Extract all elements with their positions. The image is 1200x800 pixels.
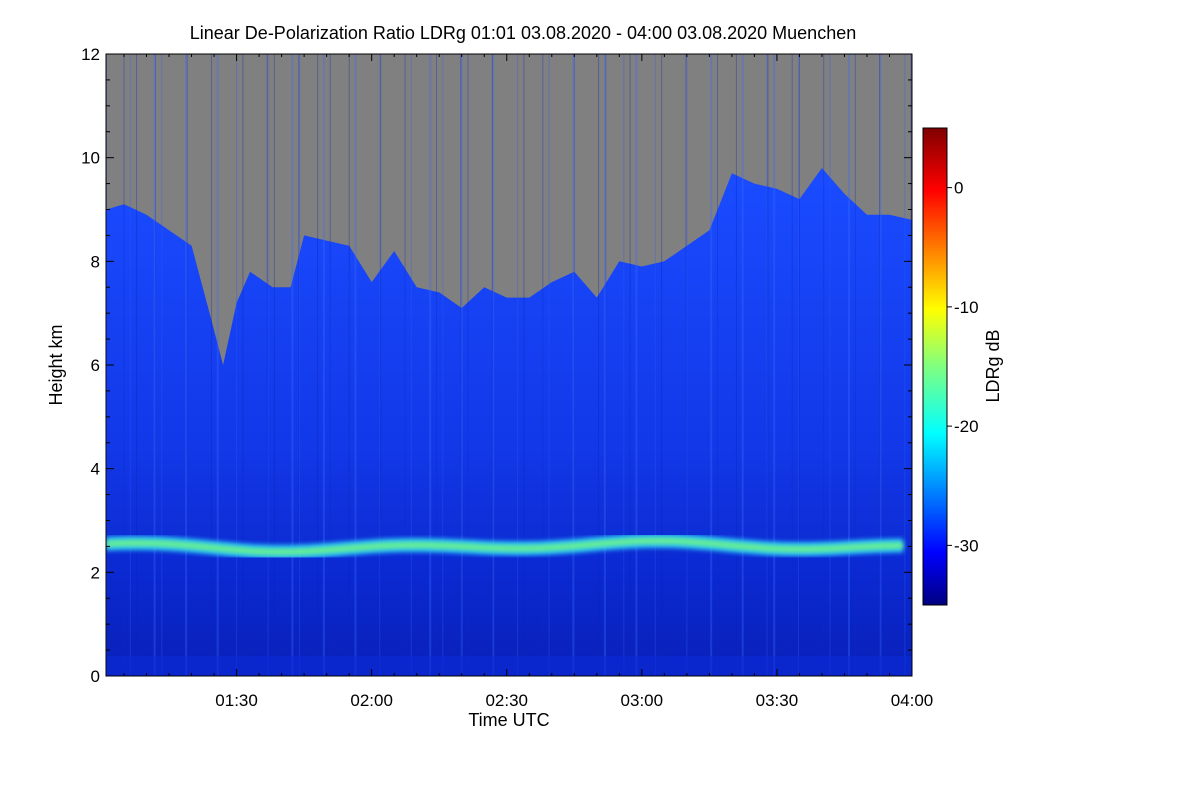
x-tick-label: 01:30 — [215, 691, 258, 710]
x-axis: 01:30 02:00 02:30 03:00 03:30 04:00 — [123, 54, 934, 710]
colorbar-tick-label: -20 — [954, 417, 979, 436]
depolarization-layer — [106, 537, 904, 555]
below-layer-region — [106, 554, 912, 676]
y-tick-label: 12 — [81, 45, 100, 64]
chart-title: Linear De-Polarization Ratio LDRg 01:01 … — [190, 23, 856, 43]
colorbar-tick-label: 0 — [954, 179, 963, 198]
y-tick-label: 0 — [91, 667, 100, 686]
y-tick-label: 4 — [91, 460, 100, 479]
plot-area — [106, 54, 912, 676]
colorbar-label: LDRg dB — [983, 329, 1003, 402]
y-tick-label: 2 — [91, 563, 100, 582]
colorbar: -30 -20 -10 0 LDRg dB — [922, 127, 1003, 606]
y-tick-label: 6 — [91, 356, 100, 375]
x-tick-label: 03:00 — [621, 691, 664, 710]
y-tick-label: 10 — [81, 149, 100, 168]
colorbar-ticks: -30 -20 -10 0 — [947, 179, 979, 555]
x-tick-label: 02:30 — [485, 691, 528, 710]
colorbar-tick-label: -30 — [954, 536, 979, 555]
ground-strip — [106, 656, 912, 676]
colorbar-gradient — [922, 127, 948, 606]
y-axis: 0 2 4 6 8 10 12 — [81, 45, 912, 686]
vertical-streaks — [106, 54, 912, 676]
x-tick-label: 03:30 — [756, 691, 799, 710]
x-tick-label: 02:00 — [350, 691, 393, 710]
colorbar-tick-label: -10 — [954, 298, 979, 317]
y-axis-label: Height km — [46, 324, 66, 405]
x-axis-label: Time UTC — [468, 710, 549, 730]
x-tick-label: 04:00 — [891, 691, 934, 710]
y-tick-label: 8 — [91, 252, 100, 271]
